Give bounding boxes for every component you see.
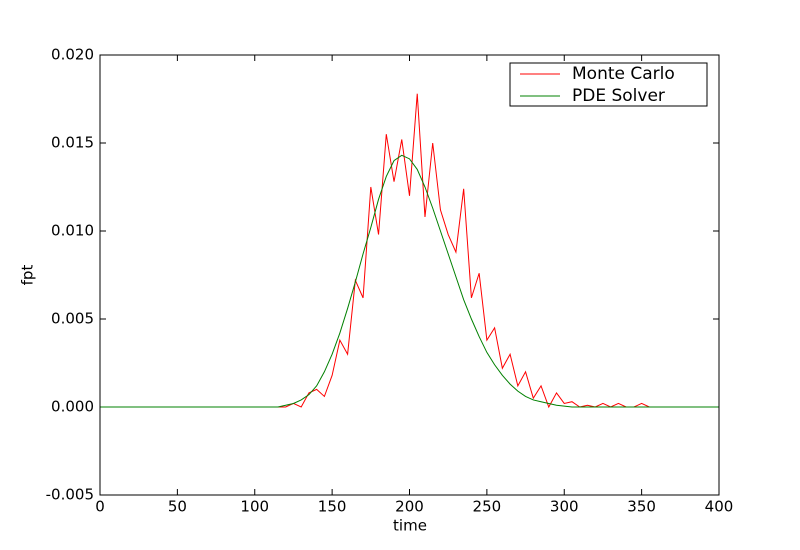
x-axis-label: time — [393, 517, 427, 535]
y-tick-label: 0.000 — [51, 398, 94, 416]
legend-label: Monte Carlo — [572, 64, 675, 84]
y-axis-label: fpt — [19, 265, 37, 286]
x-tick-label: 50 — [168, 498, 187, 516]
x-tick-label: 300 — [550, 498, 579, 516]
x-tick-label: 0 — [95, 498, 105, 516]
y-tick-label: 0.010 — [51, 222, 94, 240]
plot-frame — [99, 54, 720, 496]
x-tick-label: 400 — [705, 498, 734, 516]
y-tick-label: 0.015 — [51, 134, 94, 152]
y-tick-label: 0.005 — [51, 310, 94, 328]
x-tick-label: 250 — [473, 498, 502, 516]
data-line — [100, 154, 719, 408]
legend-box — [509, 62, 708, 107]
y-tick-label: -0.005 — [46, 486, 94, 504]
legend-label: PDE Solver — [572, 86, 665, 106]
x-tick-label: 100 — [240, 498, 269, 516]
x-tick-label: 150 — [318, 498, 347, 516]
x-tick-label: 200 — [395, 498, 424, 516]
x-tick-label: 350 — [627, 498, 656, 516]
y-tick-label: 0.020 — [51, 46, 94, 64]
